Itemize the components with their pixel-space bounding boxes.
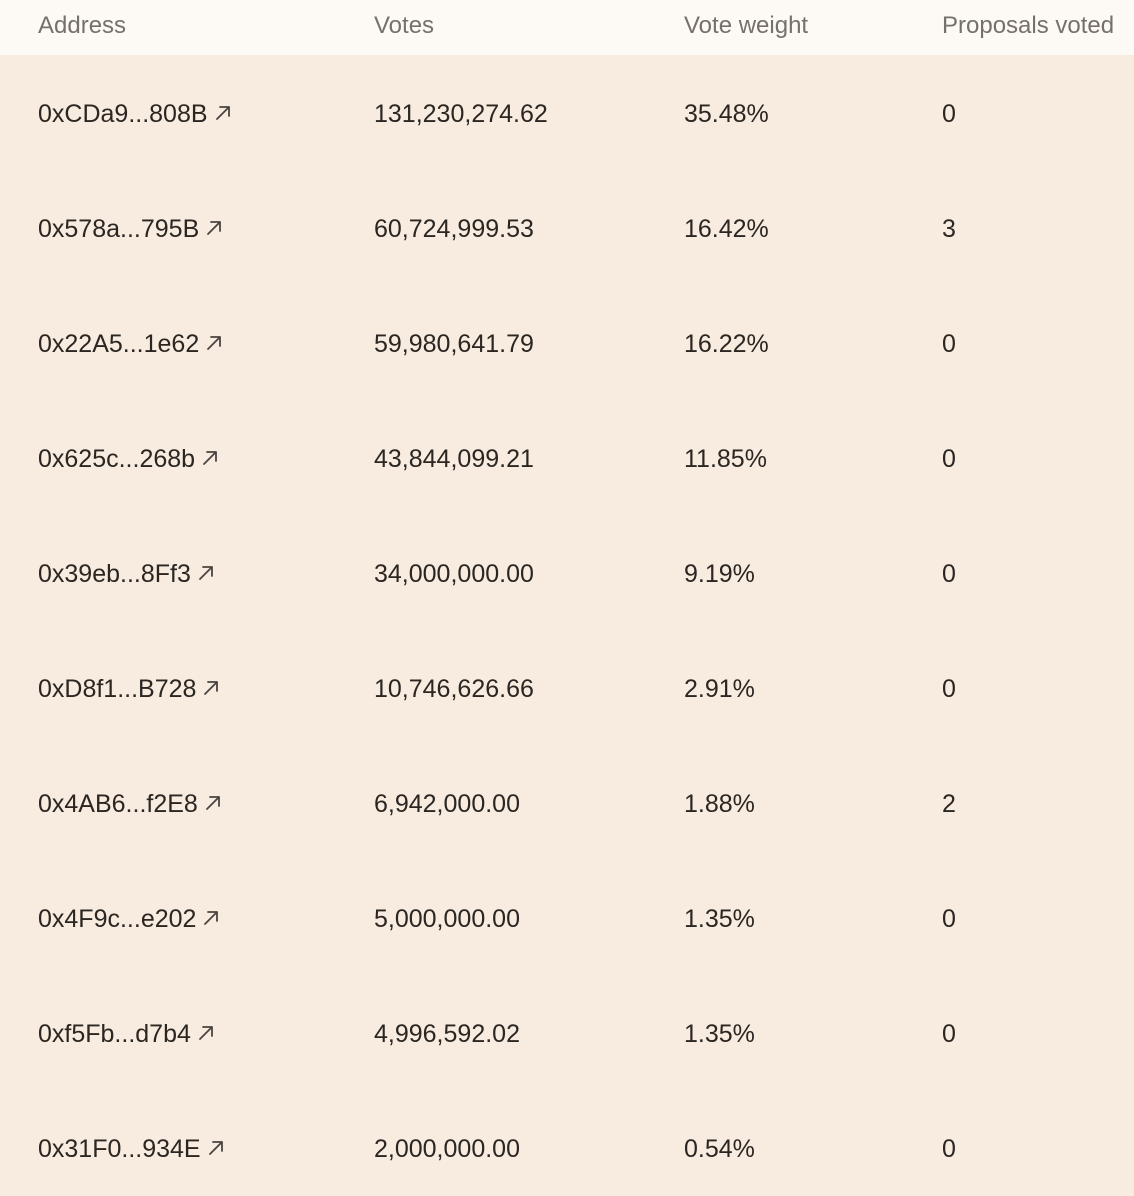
address-text[interactable]: 0xD8f1...B728 [38,675,197,703]
proposals-voted-cell: 0 [942,330,956,358]
proposals-voted-cell: 0 [942,1020,956,1048]
address-cell: 0x39eb...8Ff3 [38,517,217,632]
external-link-arrow-icon[interactable] [212,102,234,124]
address-cell: 0x31F0...934E [38,1092,227,1196]
address-text[interactable]: 0x31F0...934E [38,1135,201,1163]
address-cell: 0xf5Fb...d7b4 [38,977,217,1092]
table-row[interactable]: 0xCDa9...808B 131,230,274.62 35.48% 0 [0,57,1134,172]
address-link[interactable]: 0xCDa9...808B [38,57,234,172]
vote-weight-cell: 2.91% [684,675,755,703]
external-link-arrow-icon[interactable] [199,447,221,469]
external-link-arrow-icon[interactable] [202,792,224,814]
address-link[interactable]: 0x4F9c...e202 [38,862,222,977]
proposals-voted-cell: 0 [942,100,956,128]
table-row[interactable]: 0x39eb...8Ff3 34,000,000.00 9.19% 0 [0,517,1134,632]
address-text[interactable]: 0x625c...268b [38,445,196,473]
address-link[interactable]: 0xD8f1...B728 [38,632,222,747]
votes-cell: 4,996,592.02 [374,1020,520,1048]
votes-cell: 43,844,099.21 [374,445,534,473]
votes-cell: 10,746,626.66 [374,675,534,703]
votes-cell: 59,980,641.79 [374,330,534,358]
address-cell: 0x22A5...1e62 [38,287,225,402]
external-link-arrow-icon[interactable] [195,1022,217,1044]
votes-cell: 131,230,274.62 [374,100,548,128]
address-cell: 0x625c...268b [38,402,221,517]
table-row[interactable]: 0x625c...268b 43,844,099.21 11.85% 0 [0,402,1134,517]
vote-weight-cell: 16.42% [684,215,769,243]
address-link[interactable]: 0x4AB6...f2E8 [38,747,224,862]
address-link[interactable]: 0x22A5...1e62 [38,287,225,402]
vote-weight-cell: 1.35% [684,1020,755,1048]
column-header-address[interactable]: Address [38,12,127,39]
table-row[interactable]: 0x31F0...934E 2,000,000.00 0.54% 0 [0,1092,1134,1196]
address-cell: 0xD8f1...B728 [38,632,222,747]
vote-weight-cell: 16.22% [684,330,769,358]
vote-weight-cell: 0.54% [684,1135,755,1163]
proposals-voted-cell: 0 [942,905,956,933]
address-link[interactable]: 0x578a...795B [38,172,225,287]
address-link[interactable]: 0x31F0...934E [38,1092,227,1196]
votes-cell: 2,000,000.00 [374,1135,520,1163]
vote-weight-cell: 35.48% [684,100,769,128]
proposals-voted-cell: 3 [942,215,956,243]
table-row[interactable]: 0x4AB6...f2E8 6,942,000.00 1.88% 2 [0,747,1134,862]
address-link[interactable]: 0x39eb...8Ff3 [38,517,217,632]
column-header-proposals-voted[interactable]: Proposals voted [942,12,1115,39]
proposals-voted-cell: 0 [942,560,956,588]
address-cell: 0xCDa9...808B [38,57,234,172]
address-text[interactable]: 0x39eb...8Ff3 [38,560,191,588]
table-row[interactable]: 0xD8f1...B728 10,746,626.66 2.91% 0 [0,632,1134,747]
external-link-arrow-icon[interactable] [203,332,225,354]
address-text[interactable]: 0x4F9c...e202 [38,905,197,933]
address-text[interactable]: 0x22A5...1e62 [38,330,200,358]
vote-weight-cell: 11.85% [684,445,767,473]
vote-weight-cell: 1.88% [684,790,755,818]
table-row[interactable]: 0x4F9c...e202 5,000,000.00 1.35% 0 [0,862,1134,977]
column-header-vote-weight[interactable]: Vote weight [684,12,809,39]
external-link-arrow-icon[interactable] [200,907,222,929]
address-link[interactable]: 0xf5Fb...d7b4 [38,977,217,1092]
external-link-arrow-icon[interactable] [203,217,225,239]
external-link-arrow-icon[interactable] [195,562,217,584]
proposals-voted-cell: 0 [942,1135,956,1163]
address-text[interactable]: 0xf5Fb...d7b4 [38,1020,191,1048]
address-text[interactable]: 0x4AB6...f2E8 [38,790,198,818]
votes-cell: 5,000,000.00 [374,905,520,933]
address-text[interactable]: 0xCDa9...808B [38,100,208,128]
table-row[interactable]: 0x578a...795B 60,724,999.53 16.42% 3 [0,172,1134,287]
vote-weight-cell: 9.19% [684,560,755,588]
table-row[interactable]: 0x22A5...1e62 59,980,641.79 16.22% 0 [0,287,1134,402]
table-row[interactable]: 0xf5Fb...d7b4 4,996,592.02 1.35% 0 [0,977,1134,1092]
address-cell: 0x4F9c...e202 [38,862,222,977]
votes-cell: 34,000,000.00 [374,560,534,588]
address-text[interactable]: 0x578a...795B [38,215,200,243]
votes-cell: 60,724,999.53 [374,215,534,243]
external-link-arrow-icon[interactable] [200,677,222,699]
vote-weight-cell: 1.35% [684,905,755,933]
column-header-votes[interactable]: Votes [374,12,435,39]
address-link[interactable]: 0x625c...268b [38,402,221,517]
address-cell: 0x578a...795B [38,172,225,287]
votes-cell: 6,942,000.00 [374,790,520,818]
proposals-voted-cell: 2 [942,790,956,818]
external-link-arrow-icon[interactable] [205,1137,227,1159]
proposals-voted-cell: 0 [942,675,956,703]
address-cell: 0x4AB6...f2E8 [38,747,224,862]
proposals-voted-cell: 0 [942,445,956,473]
table-header: Address Votes Vote weight Proposals vote… [0,0,1134,55]
